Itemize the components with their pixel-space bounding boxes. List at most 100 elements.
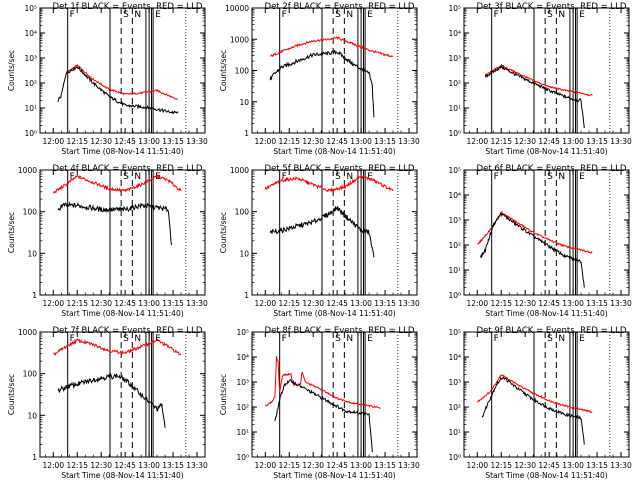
event-letter: E — [367, 334, 373, 344]
x-axis-label: Start Time (08-Nov-14 11:51:40) — [273, 147, 395, 156]
y-tick-label: 100 — [235, 208, 250, 217]
x-tick-label: 12:15 — [490, 461, 512, 470]
plot-frame — [39, 7, 206, 134]
x-tick-label: 12:30 — [302, 137, 324, 146]
plot-frame — [39, 169, 206, 296]
panel-title: Det 2f BLACK = Events, RED = LLD — [265, 2, 415, 12]
x-tick-label: 12:00 — [42, 299, 64, 308]
x-tick-label: 12:30 — [302, 461, 324, 470]
event-letter: S — [335, 172, 341, 182]
panel-title: Det 4f BLACK = Events, RED = LLD — [53, 164, 203, 174]
x-tick-label: 13:15 — [374, 299, 396, 308]
event-letter: N — [558, 10, 565, 20]
x-tick-label: 12:45 — [326, 299, 348, 308]
x-tick-label: 12:00 — [42, 137, 64, 146]
event-letter: S — [547, 172, 553, 182]
x-tick-label: 12:00 — [466, 299, 488, 308]
x-tick-label: 13:30 — [398, 137, 420, 146]
y-tick-label: 100 — [235, 67, 250, 76]
x-tick-label: 13:15 — [586, 137, 608, 146]
y-tick-label: 10³ — [448, 378, 461, 387]
panel-det-8: Det 8f BLACK = Events, RED = LLD 10⁰ 10¹ 10… — [219, 326, 420, 480]
y-axis-label: Counts/sec — [7, 212, 16, 253]
event-letter: F — [70, 334, 75, 344]
panel-title: Det 6f BLACK = Events, RED = LLD — [477, 164, 627, 174]
x-axis-label: Start Time (08-Nov-14 11:51:40) — [273, 471, 395, 480]
x-tick-label: 12:00 — [254, 461, 276, 470]
y-axis-label: Counts/sec — [219, 50, 228, 91]
event-letter: N — [346, 10, 353, 20]
x-tick-label: 12:45 — [326, 137, 348, 146]
event-letter: E — [579, 172, 585, 182]
lld-series-line — [270, 36, 394, 58]
events-series-line — [269, 206, 375, 258]
plot-frame — [251, 7, 418, 134]
event-letter: F — [494, 334, 499, 344]
panel-det-5: Det 5f BLACK = Events, RED = LLD 1 10 100 10… — [219, 164, 420, 318]
event-letter: S — [123, 172, 129, 182]
plot-frame — [251, 169, 418, 296]
event-letter: S — [547, 10, 553, 20]
x-tick-label: 12:15 — [490, 299, 512, 308]
x-axis-label: Start Time (08-Nov-14 11:51:40) — [485, 471, 607, 480]
x-tick-label: 13:00 — [138, 137, 160, 146]
y-tick-label: 1 — [244, 129, 249, 138]
lld-series-line — [477, 374, 593, 414]
panel-det-1: Det 1f BLACK = Events, RED = LLD 10⁰ 10¹ 10… — [7, 2, 208, 156]
y-tick-label: 10⁴ — [236, 353, 249, 362]
panel-title: Det 5f BLACK = Events, RED = LLD — [265, 164, 415, 174]
event-letter: F — [70, 172, 75, 182]
event-letter: N — [558, 172, 565, 182]
panel-det-4: Det 4f BLACK = Events, RED = LLD 1 10 100 10… — [7, 164, 208, 318]
event-letter: F — [70, 10, 75, 20]
y-tick-label: 10³ — [448, 216, 461, 225]
x-tick-label: 13:30 — [186, 461, 208, 470]
events-series-line — [57, 66, 179, 115]
event-letter: F — [494, 10, 499, 20]
events-series-line — [274, 379, 373, 453]
lld-series-line — [264, 174, 394, 193]
y-tick-label: 1000 — [18, 328, 37, 337]
x-tick-label: 12:15 — [278, 299, 300, 308]
event-letter: S — [123, 10, 129, 20]
x-tick-label: 13:00 — [350, 137, 372, 146]
event-letter: N — [346, 334, 353, 344]
x-tick-label: 13:15 — [162, 137, 184, 146]
y-axis-label: Counts/sec — [219, 212, 228, 253]
event-letter: E — [155, 10, 161, 20]
y-tick-label: 100 — [23, 208, 38, 217]
y-axis-label: Counts/sec — [219, 374, 228, 415]
event-letter: N — [134, 172, 141, 182]
event-letter: N — [134, 334, 141, 344]
x-tick-label: 13:15 — [586, 461, 608, 470]
x-tick-label: 12:30 — [90, 461, 112, 470]
event-letter: E — [579, 334, 585, 344]
x-tick-label: 13:15 — [162, 299, 184, 308]
event-letter: E — [579, 10, 585, 20]
x-tick-label: 12:45 — [538, 461, 560, 470]
y-axis-label: Counts/sec — [7, 50, 16, 91]
events-series-line — [57, 201, 172, 246]
x-tick-label: 12:45 — [326, 461, 348, 470]
x-axis-label: Start Time (08-Nov-14 11:51:40) — [61, 471, 183, 480]
plot-frame — [251, 331, 418, 458]
y-tick-label: 10⁰ — [448, 291, 461, 300]
y-tick-label: 10⁰ — [236, 453, 249, 462]
events-series-line — [484, 63, 585, 129]
lld-series-line — [65, 64, 179, 100]
event-letter: S — [335, 334, 341, 344]
panel-title: Det 9f BLACK = Events, RED = LLD — [477, 326, 627, 336]
x-tick-label: 13:00 — [138, 461, 160, 470]
x-tick-label: 13:15 — [374, 461, 396, 470]
y-tick-label: 10⁵ — [236, 328, 249, 337]
plot-frame — [463, 7, 630, 134]
x-axis-label: Start Time (08-Nov-14 11:51:40) — [485, 147, 607, 156]
x-tick-label: 12:15 — [278, 137, 300, 146]
plot-frame — [463, 169, 630, 296]
x-axis-label: Start Time (08-Nov-14 11:51:40) — [485, 309, 607, 318]
x-tick-label: 12:00 — [254, 137, 276, 146]
y-tick-label: 10⁵ — [448, 328, 461, 337]
x-tick-label: 12:45 — [114, 137, 136, 146]
x-tick-label: 13:30 — [610, 137, 632, 146]
x-axis-label: Start Time (08-Nov-14 11:51:40) — [61, 147, 183, 156]
